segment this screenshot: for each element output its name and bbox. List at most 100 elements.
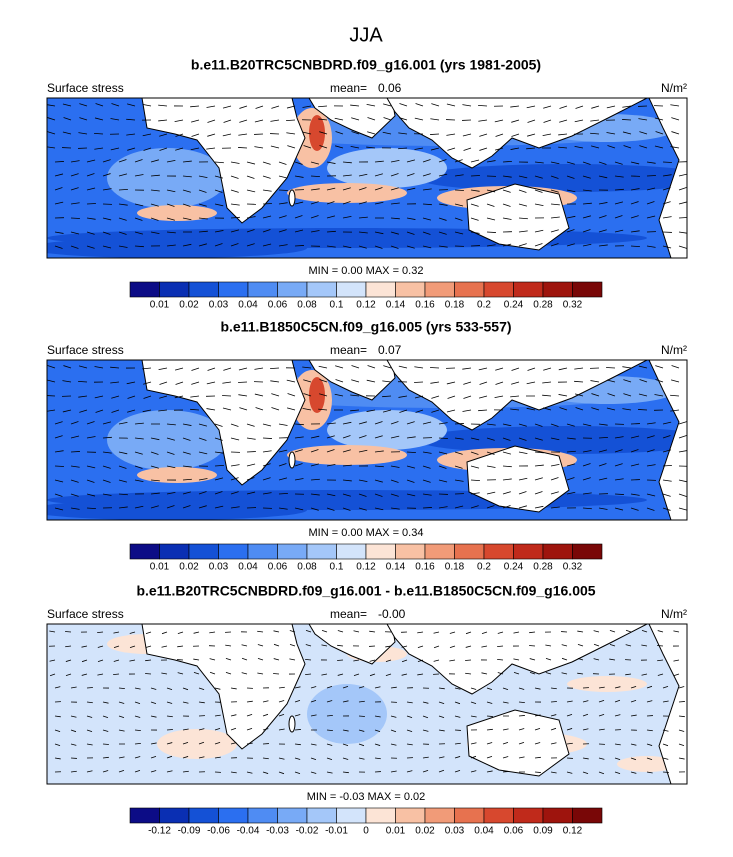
stress-field [287, 445, 407, 465]
continent [289, 716, 295, 732]
stress-field [307, 684, 387, 744]
wind-arrow [263, 203, 272, 204]
colorbar-label: 0.12 [563, 826, 583, 837]
colorbar-label: 0.04 [474, 826, 494, 837]
map [27, 98, 717, 258]
colorbar-label: -0.06 [207, 826, 230, 837]
colorbar-box [307, 282, 337, 297]
colorbar-box [543, 544, 573, 559]
wind-arrow [638, 409, 647, 410]
colorbar-label: -0.02 [296, 826, 319, 837]
continent [289, 452, 295, 468]
colorbar-box [573, 544, 603, 559]
wind-arrow [487, 232, 496, 233]
wind-arrow [455, 423, 464, 424]
colorbar-label: 0.1 [330, 300, 344, 311]
stress-field [107, 148, 227, 208]
colorbar-label: 0.04 [238, 562, 258, 573]
colorbar-box [396, 808, 426, 823]
colorbar-box [573, 808, 603, 823]
wind-arrow [273, 673, 279, 674]
map [27, 360, 717, 520]
wind-arrow [423, 507, 432, 508]
colorbar-box [425, 808, 455, 823]
colorbar-label: 0.32 [563, 300, 583, 311]
wind-arrow [647, 175, 656, 176]
colorbar-box [484, 282, 514, 297]
colorbar-box [573, 282, 603, 297]
colorbar-box [278, 544, 308, 559]
colorbar-label: 0.03 [209, 300, 229, 311]
left-label: Surface stress [47, 343, 124, 357]
wind-arrow [465, 660, 471, 661]
colorbar-label: -0.04 [237, 826, 260, 837]
colorbar-label: 0.28 [533, 300, 553, 311]
wind-arrow [529, 645, 535, 646]
wind-arrow [222, 395, 231, 396]
colorbar-label: 0.2 [477, 300, 491, 311]
colorbar-label: 0.01 [386, 826, 406, 837]
colorbar-label: 0.03 [209, 562, 229, 573]
colorbar-box [484, 808, 514, 823]
colorbar-box [160, 808, 190, 823]
colorbar-box [307, 808, 337, 823]
wind-arrow [87, 687, 93, 688]
wind-arrow [337, 660, 343, 661]
wind-arrow [103, 744, 109, 745]
wind-arrow [535, 772, 541, 773]
wind-arrow [679, 701, 685, 702]
colorbar-label: -0.03 [266, 826, 289, 837]
map-body [27, 98, 717, 258]
colorbar-label: 0.12 [356, 300, 376, 311]
colorbar-label: 0.02 [179, 300, 199, 311]
colorbar-label: -0.09 [178, 826, 201, 837]
colorbar-box [396, 544, 426, 559]
colorbar-label: 0.02 [179, 562, 199, 573]
colorbar-box [189, 544, 219, 559]
min-max: MIN = 0.00 MAX = 0.34 [309, 527, 424, 539]
map-body [27, 360, 717, 520]
wind-arrow [663, 162, 672, 163]
wind-arrow [414, 382, 423, 383]
colorbar-label: 0.1 [330, 562, 344, 573]
colorbar-label: 0.16 [415, 300, 435, 311]
stress-field [327, 148, 447, 188]
colorbar-box [455, 808, 485, 823]
colorbar-label: 0.01 [150, 300, 170, 311]
colorbar-label: 0.08 [297, 300, 317, 311]
stress-field [27, 500, 307, 520]
left-label: Surface stress [47, 81, 124, 95]
wind-arrow [263, 438, 272, 439]
mean-label: mean= [330, 343, 367, 357]
colorbar-label: 0.06 [268, 562, 288, 573]
wind-arrow [71, 218, 80, 219]
colorbar-box [425, 282, 455, 297]
wind-arrow [145, 673, 151, 674]
colorbar-label: 0.09 [533, 826, 553, 837]
min-max: MIN = 0.00 MAX = 0.32 [309, 265, 424, 277]
wind-arrow [295, 245, 304, 246]
stress-field [137, 467, 217, 483]
panel-title: b.e11.B1850C5CN.f09_g16.005 (yrs 533-557… [220, 319, 511, 335]
colorbar-label: -0.12 [148, 826, 171, 837]
colorbar-box [425, 544, 455, 559]
colorbar-box [455, 544, 485, 559]
colorbar-box [160, 282, 190, 297]
colorbar-label: 0.06 [504, 826, 524, 837]
colorbar-label: 0.03 [445, 826, 465, 837]
mean-value: 0.07 [378, 343, 402, 357]
colorbar-box [514, 808, 544, 823]
colorbar-label: 0.02 [415, 826, 435, 837]
colorbar-box [514, 282, 544, 297]
wind-arrow [622, 119, 631, 120]
colorbar-box [219, 544, 249, 559]
colorbar-label: 0.14 [386, 562, 406, 573]
mean-value: 0.06 [378, 81, 402, 95]
units: N/m² [661, 81, 687, 95]
colorbar-box [396, 282, 426, 297]
colorbar-label: 0.04 [238, 300, 258, 311]
map-body [47, 624, 687, 784]
wind-arrow [657, 645, 663, 646]
colorbar-label: -0.01 [325, 826, 348, 837]
